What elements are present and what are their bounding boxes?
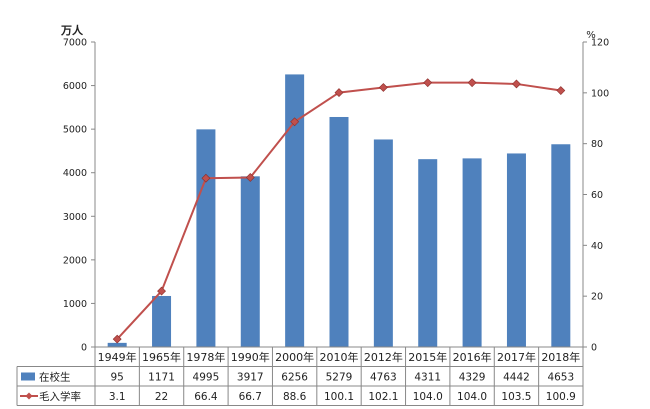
data-table: 1949年 1965年 1978年 1990年 2000年 2010年 2012年 2015年…: [16, 346, 584, 406]
right-tick-label: 100: [591, 88, 609, 99]
category-label: 2000年: [275, 350, 314, 364]
bar-1965年: [152, 295, 172, 347]
category-label: 2018年: [541, 350, 580, 364]
right-axis-unit: %: [586, 30, 596, 41]
bar-1978年: [196, 129, 216, 347]
left-tick-label: 5000: [63, 125, 87, 136]
bar-1949年: [107, 342, 127, 347]
line-point-2015年: [423, 78, 433, 88]
line-point-1949年: [112, 334, 122, 344]
bar-1990年: [240, 176, 260, 347]
line-series: [112, 78, 566, 344]
line-point-2016年: [467, 78, 477, 88]
left-axis-ticks: 0 1000 2000 3000 4000 5000 6000 7000: [63, 38, 95, 354]
line-point-2000年: [290, 117, 300, 127]
left-axis-unit: 万人: [60, 23, 84, 37]
line-value-label: 3.1: [109, 391, 126, 403]
bar-2000年: [285, 74, 305, 347]
line-value-label: 103.5: [501, 391, 531, 403]
line-point-2017年: [512, 79, 521, 89]
category-label: 1990年: [231, 350, 270, 364]
bar-value-label: 4311: [414, 372, 441, 384]
bar-2016年: [462, 158, 482, 347]
bar-value-label: 4653: [547, 372, 574, 384]
right-tick-label: 40: [591, 241, 603, 252]
category-label: 1965年: [142, 350, 181, 364]
bar-2018年: [551, 144, 571, 347]
category-label: 1978年: [186, 350, 225, 364]
line-point-1990年: [245, 173, 255, 182]
legend-marker-line: [25, 392, 33, 400]
line-value-label: 66.4: [194, 391, 218, 403]
right-tick-label: 0: [591, 343, 597, 354]
left-tick-label: 2000: [63, 255, 87, 266]
category-label: 2016年: [453, 350, 492, 364]
right-tick-label: 120: [591, 38, 609, 49]
category-label: 2017年: [497, 350, 536, 364]
bar-value-label: 4763: [370, 372, 397, 384]
category-label: 1949年: [98, 350, 137, 364]
bar-value-label: 4442: [503, 372, 530, 384]
left-tick-label: 1000: [63, 299, 87, 310]
bar-2017年: [506, 153, 526, 347]
bar-value-label: 3917: [237, 372, 264, 384]
line-point-1978年: [201, 173, 211, 183]
line-value-label: 88.6: [283, 391, 307, 403]
bar-2010年: [329, 116, 349, 348]
right-tick-label: 20: [591, 292, 603, 303]
line-value-label: 22: [155, 391, 168, 403]
bar-value-label: 5279: [326, 372, 353, 384]
line-value-label: 104.0: [457, 391, 487, 403]
bar-series: [107, 74, 571, 348]
left-tick-label: 3000: [63, 212, 87, 223]
right-tick-label: 80: [591, 139, 603, 150]
bar-value-label: 1171: [148, 372, 175, 384]
line-point-2010年: [334, 88, 344, 98]
bar-value-label: 6256: [281, 372, 308, 384]
bar-2015年: [418, 159, 438, 347]
bar-value-label: 4329: [459, 372, 486, 384]
bar-value-label: 95: [110, 372, 123, 384]
legend-label-line: 毛入学率: [39, 390, 81, 403]
line-value-label: 102.1: [368, 391, 398, 403]
right-axis-ticks: 0 20 40 60 80 100 120: [583, 38, 609, 354]
bar-value-label: 4995: [193, 372, 220, 384]
category-label: 2010年: [320, 350, 359, 364]
category-label: 2012年: [364, 350, 403, 364]
left-tick-label: 0: [81, 343, 87, 354]
line-value-label: 100.1: [324, 391, 354, 403]
legend-label-bar: 在校生: [39, 371, 71, 384]
line-point-1965年: [157, 286, 166, 296]
legend-swatch-bar: [21, 372, 35, 381]
line-point-2018年: [556, 86, 566, 95]
line-value-label: 100.9: [546, 391, 576, 403]
left-tick-label: 7000: [63, 38, 87, 49]
left-tick-label: 6000: [63, 81, 87, 92]
line-point-2012年: [378, 83, 388, 92]
line-value-label: 66.7: [239, 391, 262, 403]
category-label: 2015年: [408, 350, 447, 364]
left-tick-label: 4000: [63, 168, 87, 179]
line-value-label: 104.0: [413, 391, 443, 403]
bar-2012年: [373, 139, 393, 347]
right-tick-label: 60: [591, 190, 603, 201]
